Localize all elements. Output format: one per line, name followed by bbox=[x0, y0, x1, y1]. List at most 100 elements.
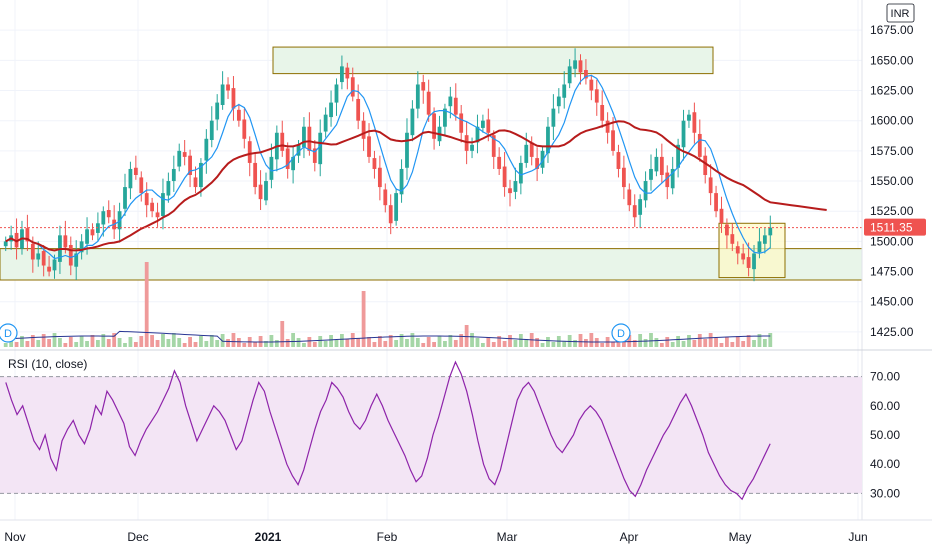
candle bbox=[340, 55, 344, 90]
candle bbox=[513, 167, 518, 200]
candle bbox=[253, 153, 258, 195]
volume-bar bbox=[150, 335, 155, 347]
time-axis[interactable]: Nov Dec 2021 Feb Mar Apr May Jun bbox=[4, 530, 867, 544]
volume-bar bbox=[513, 340, 518, 347]
volume-bar bbox=[730, 342, 735, 347]
candle bbox=[470, 137, 474, 159]
volume-bar bbox=[209, 335, 214, 347]
volume-bar bbox=[106, 339, 111, 347]
currency-label: INR bbox=[891, 8, 910, 20]
price-tick-label: 1675.00 bbox=[870, 23, 914, 37]
volume-bar bbox=[377, 336, 382, 347]
volume-bar bbox=[215, 340, 220, 347]
volume-bar bbox=[323, 341, 328, 347]
price-tick-label: 1525.00 bbox=[870, 204, 914, 218]
volume-bar bbox=[405, 339, 409, 347]
volume-bar bbox=[687, 335, 691, 347]
volume-bar bbox=[280, 321, 285, 347]
volume-bar bbox=[714, 338, 718, 347]
volume-bar bbox=[356, 338, 361, 347]
volume-bar bbox=[291, 333, 296, 347]
candle bbox=[746, 242, 751, 277]
volume-bar bbox=[735, 336, 740, 347]
candle bbox=[426, 79, 431, 122]
last-price-value: 1511.35 bbox=[870, 221, 913, 235]
volume-bar bbox=[161, 334, 165, 347]
candle bbox=[139, 171, 144, 202]
rsi-label: RSI (10, close) bbox=[8, 357, 87, 371]
volume-bar bbox=[101, 334, 106, 347]
candle bbox=[692, 102, 697, 144]
candle bbox=[291, 146, 296, 184]
time-tick-label: Apr bbox=[620, 530, 639, 544]
dividend-marker[interactable]: D bbox=[611, 323, 631, 343]
price-axis[interactable]: 1425.00 1450.00 1475.00 1500.00 1525.00 1550.… bbox=[870, 23, 914, 339]
dividend-marker[interactable]: D bbox=[0, 323, 18, 343]
candle bbox=[215, 94, 220, 131]
currency-badge[interactable] bbox=[886, 3, 915, 23]
volume-bar bbox=[383, 341, 388, 347]
candle bbox=[144, 182, 149, 218]
candle bbox=[133, 155, 138, 180]
volume-bar bbox=[117, 338, 122, 347]
candle bbox=[594, 79, 599, 116]
candle bbox=[177, 143, 182, 172]
candle bbox=[209, 106, 214, 148]
candle bbox=[242, 108, 247, 149]
candle bbox=[621, 155, 626, 200]
volume-bar bbox=[725, 337, 729, 347]
volume-bar bbox=[47, 339, 51, 347]
ma-fast-line bbox=[5, 74, 771, 260]
candle bbox=[735, 241, 740, 265]
candle bbox=[676, 138, 681, 178]
rsi-axis[interactable]: 30.00 40.00 50.00 60.00 70.00 bbox=[870, 370, 900, 501]
time-tick-label: Dec bbox=[127, 530, 148, 544]
volume-bar bbox=[421, 343, 426, 347]
volume-bar bbox=[746, 335, 751, 347]
candle bbox=[280, 120, 285, 157]
price-tick-label: 1425.00 bbox=[870, 325, 914, 339]
candle bbox=[334, 78, 339, 116]
candle bbox=[285, 142, 290, 179]
candle bbox=[41, 245, 46, 277]
volume-bar bbox=[74, 342, 79, 347]
volume-bar bbox=[551, 342, 556, 347]
candle bbox=[632, 194, 637, 227]
volume-bar bbox=[133, 342, 138, 347]
volume-bar bbox=[199, 336, 203, 347]
volume-bar bbox=[448, 335, 453, 347]
volume-bar bbox=[562, 341, 567, 347]
volume-bar bbox=[491, 342, 496, 347]
volume-bar bbox=[3, 343, 8, 347]
candle bbox=[567, 59, 572, 89]
volume-bar bbox=[540, 343, 545, 347]
volume-bar bbox=[573, 340, 577, 347]
candle bbox=[302, 117, 306, 159]
volume-bar bbox=[464, 325, 469, 347]
candle bbox=[68, 236, 73, 276]
time-tick-label: Mar bbox=[497, 530, 518, 544]
candle bbox=[312, 140, 317, 172]
candle bbox=[112, 205, 117, 239]
candle bbox=[768, 215, 773, 249]
candle bbox=[638, 194, 643, 229]
volume-bar bbox=[182, 343, 187, 347]
volume-bar bbox=[302, 343, 306, 347]
candle bbox=[25, 214, 30, 252]
support-zone bbox=[0, 248, 863, 281]
resistance-zone bbox=[272, 46, 714, 75]
volume-bar bbox=[676, 336, 681, 347]
volume-bar bbox=[437, 336, 442, 347]
candle bbox=[36, 241, 41, 267]
candle bbox=[443, 103, 447, 136]
ma-slow-line bbox=[5, 120, 827, 252]
candle bbox=[665, 165, 670, 200]
volume-bar bbox=[231, 333, 236, 347]
price-tick-label: 1450.00 bbox=[870, 295, 914, 309]
candle bbox=[535, 147, 540, 182]
price-tick-label: 1475.00 bbox=[870, 265, 914, 279]
volume-bar bbox=[307, 337, 312, 347]
volume-bar bbox=[242, 343, 247, 347]
candle bbox=[578, 54, 583, 85]
